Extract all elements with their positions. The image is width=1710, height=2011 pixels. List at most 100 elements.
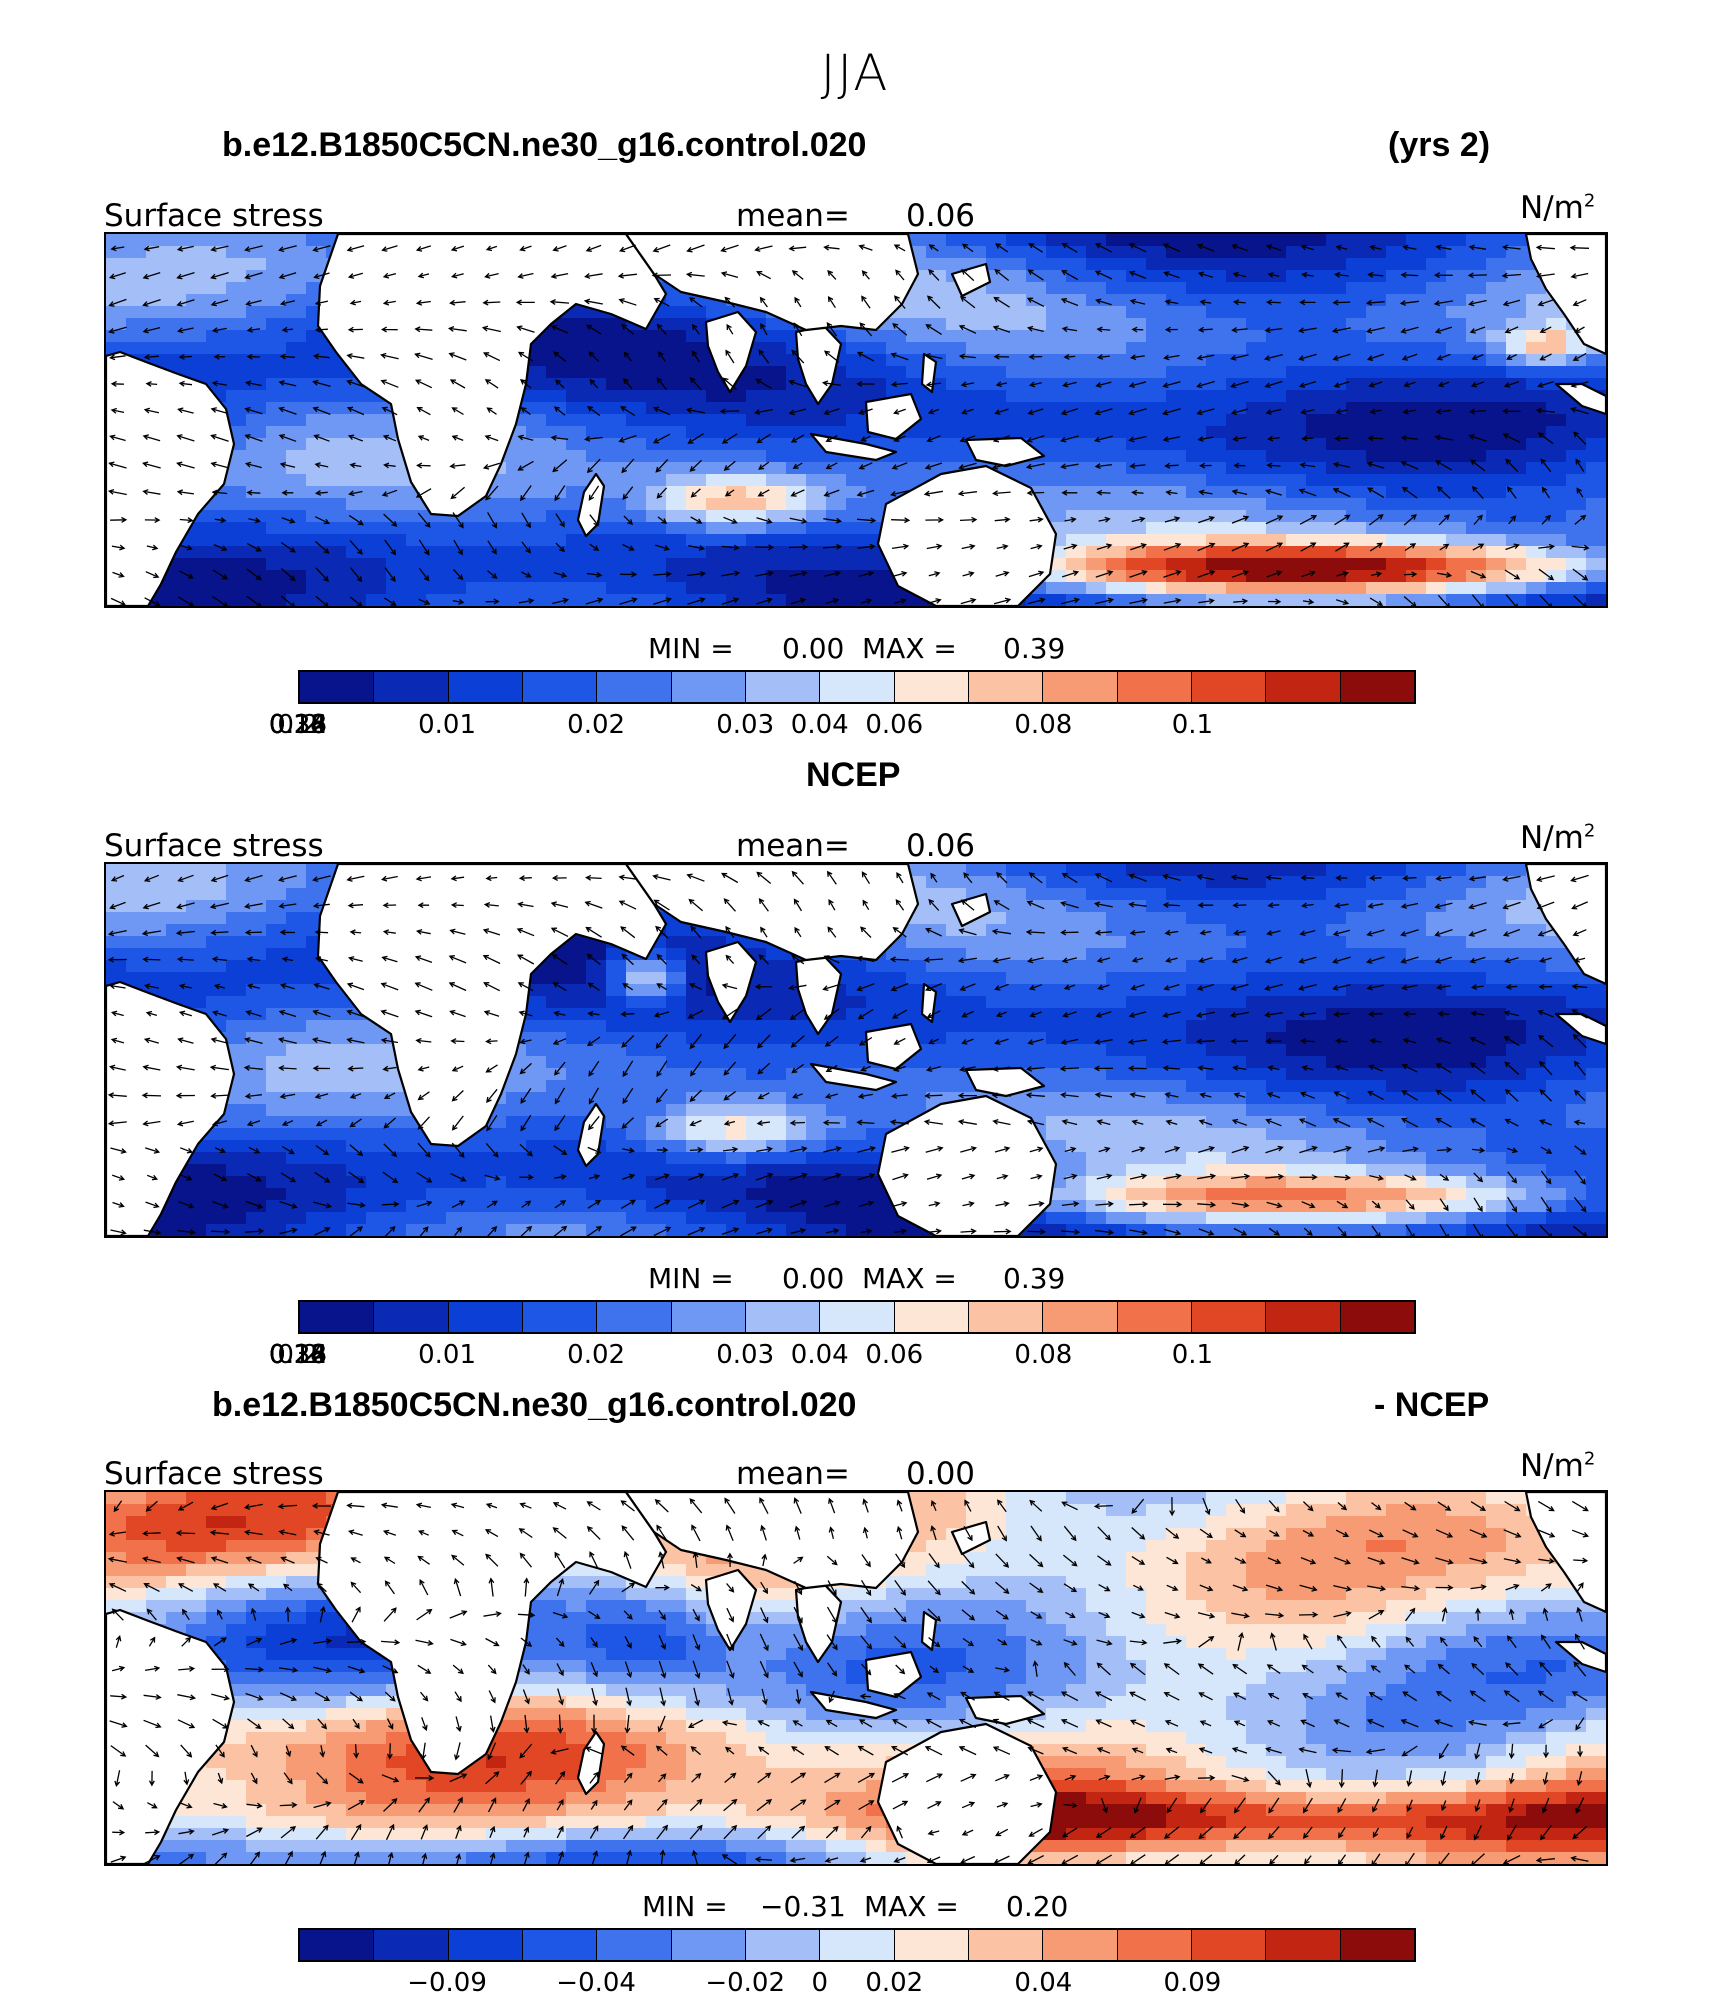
colorbar-swatch [745,1930,821,1960]
colorbar-tick-label: 0.14 [269,1340,327,1370]
colorbar-swatch [894,1302,969,1332]
colorbar-swatch [448,1302,523,1332]
colorbar-tick-label: 0.08 [1014,710,1073,740]
colorbar-swatch [597,672,672,702]
colorbar-tick-label: −0.02 [705,1968,786,1998]
colorbar-tick-label: 0.28 [269,1340,327,1370]
panel-2-mean-value: 0.06 [906,828,976,864]
colorbar-tick-label: 0.24 [269,1340,327,1370]
panel-2-min-value: 0.00 [782,1262,845,1295]
colorbar-swatch [597,1930,672,1960]
colorbar-swatch [522,1930,598,1960]
stress-vectors [107,1497,1590,1864]
panel-3-colorbar [298,1928,1416,1962]
colorbar-swatch [300,672,375,702]
stress-vectors [107,870,1589,1236]
panel-1-years-label: (yrs 2) [1388,126,1491,164]
land-masses [106,864,1606,1236]
colorbar-tick-label: 0.03 [716,1340,775,1370]
land-masses [106,1492,1606,1864]
panel-1-colorbar-labels: 0.01 0.02 0.03 0.04 0.06 0.08 0.1 0.12 0.14 0.16 0… [269,710,1416,744]
land-masses [106,234,1606,606]
colorbar-tick-label: 0.1 [1171,710,1214,740]
colorbar-tick-label: 0.02 [865,1968,924,1998]
colorbar-tick-label: 0.2 [277,710,319,740]
panel-3-map-canvas [106,1492,1606,1864]
colorbar-tick-label: 0.1 [1171,1340,1214,1370]
colorbar-tick-label: 0.04 [1014,1968,1073,1998]
colorbar-swatch [374,1930,449,1960]
colorbar-swatch [1266,1302,1341,1332]
panel-3-case-title: b.e12.B1850C5CN.ne30_g16.control.020 [212,1386,857,1424]
colorbar-swatch [1266,1930,1341,1960]
panel-1-mean-label: mean= [736,198,850,234]
panel-3-min-label: MIN = [642,1890,728,1923]
colorbar-tick-label: 0.2 [277,1340,319,1370]
colorbar-swatch [820,672,895,702]
colorbar-swatch [374,1302,449,1332]
colorbar-swatch [1191,1302,1267,1332]
colorbar-swatch [820,1930,895,1960]
panel-3-variable-label: Surface stress [104,1456,324,1492]
colorbar-swatch [968,1930,1044,1960]
panel-1-min-label: MIN = [648,632,734,665]
panel-1-map-canvas [106,234,1606,606]
panel-1-map [104,232,1608,608]
panel-2-map [104,862,1608,1238]
colorbar-swatch [1043,1930,1118,1960]
panel-2-colorbar-labels: 0.01 0.02 0.03 0.04 0.06 0.08 0.1 0.12 0.14 0.16 0… [269,1340,1416,1374]
panel-2-map-canvas [106,864,1606,1236]
colorbar-swatch [1191,672,1267,702]
colorbar-tick-label: 0.32 [269,710,327,740]
colorbar-swatch [1043,1302,1118,1332]
panel-3-map [104,1490,1608,1866]
colorbar-tick-label: 0.09 [1163,1968,1222,1998]
colorbar-tick-label: 0.16 [269,1340,327,1370]
colorbar-swatch [1043,672,1118,702]
colorbar-swatch [1340,1302,1414,1332]
colorbar-swatch [448,1930,523,1960]
colorbar-tick-label: 0.08 [1014,1340,1073,1370]
panel-2-mean-label: mean= [736,828,850,864]
colorbar-swatch [745,672,821,702]
colorbar-tick-label: 0.01 [418,1340,477,1370]
colorbar-swatch [1117,1302,1192,1332]
colorbar-swatch [300,1302,375,1332]
colorbar-tick-label: 0 [811,1968,828,1998]
colorbar-tick-label: 0.02 [567,1340,626,1370]
colorbar-swatch [1266,672,1341,702]
colorbar-tick-label: −0.04 [556,1968,636,1998]
panel-1-max-label: MAX = [862,632,957,665]
figure-title: JJA [820,44,890,102]
colorbar-tick-label: 0.06 [865,710,924,740]
colorbar-swatch [597,1302,672,1332]
panel-2-min-label: MIN = [648,1262,734,1295]
panel-1-min-value: 0.00 [782,632,845,665]
panel-1-max-value: 0.39 [1003,632,1066,665]
colorbar-tick-label: 0.12 [269,710,327,740]
colorbar-tick-label: 0.28 [269,710,327,740]
panel-1-case-title: b.e12.B1850C5CN.ne30_g16.control.020 [222,126,867,164]
colorbar-swatch [745,1302,821,1332]
colorbar-swatch [1340,672,1414,702]
colorbar-tick-label: 0.12 [269,1340,327,1370]
colorbar-swatch [820,1302,895,1332]
panel-3-diff-label: - NCEP [1374,1386,1490,1424]
colorbar-tick-label: 0.04 [790,710,849,740]
colorbar-swatch [671,1302,746,1332]
colorbar-tick-label: −0.09 [407,1968,487,1998]
colorbar-tick-label: 0.16 [269,710,327,740]
panel-2-variable-label: Surface stress [104,828,324,864]
colorbar-tick-label: 0.18 [269,710,327,740]
panel-3-colorbar-labels: −0.09 −0.04 −0.02 0 0.02 0.04 0.09 [298,1968,1416,2002]
panel-1-mean-value: 0.06 [906,198,976,234]
colorbar-swatch [968,672,1044,702]
panel-2-colorbar [298,1300,1416,1334]
panel-2-units: N/m2 [1520,820,1596,856]
panel-3-mean-value: 0.00 [906,1456,976,1492]
colorbar-swatch [671,672,746,702]
colorbar-tick-label: 0.04 [790,1340,849,1370]
colorbar-swatch [374,672,449,702]
colorbar-swatch [1117,1930,1192,1960]
colorbar-swatch [894,1930,969,1960]
